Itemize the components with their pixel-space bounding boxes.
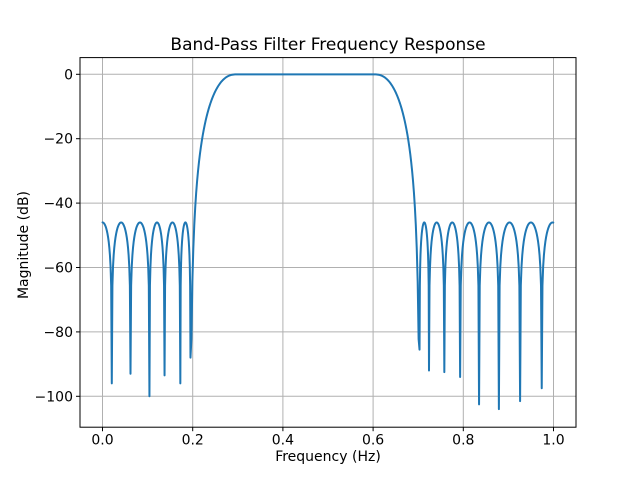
x-axis-label: Frequency (Hz) — [275, 449, 381, 465]
axes-frame — [79, 57, 577, 428]
x-tick-label: 0.4 — [272, 433, 294, 449]
y-tick-label: −40 — [43, 196, 73, 212]
axis-ticks — [76, 73, 554, 432]
chart-title: Band-Pass Filter Frequency Response — [170, 35, 486, 55]
y-tick-label: −100 — [35, 389, 73, 405]
x-tick-label: 0.2 — [182, 433, 204, 449]
y-tick-label: −60 — [43, 261, 73, 277]
response-curve — [101, 73, 555, 411]
x-tick-label: 1.0 — [542, 433, 564, 449]
y-tick-label: −80 — [43, 325, 73, 341]
y-tick-label: 0 — [64, 67, 73, 83]
x-tick-label: 0.0 — [91, 433, 113, 449]
x-tick-label: 0.6 — [362, 433, 384, 449]
x-tick-label: 0.8 — [452, 433, 474, 449]
y-tick-label: −20 — [43, 132, 73, 148]
x-tick-labels: 0.0 0.2 0.4 0.6 0.8 1.0 — [91, 433, 564, 449]
y-tick-labels: 0 −20 −40 −60 −80 −100 — [35, 67, 73, 405]
